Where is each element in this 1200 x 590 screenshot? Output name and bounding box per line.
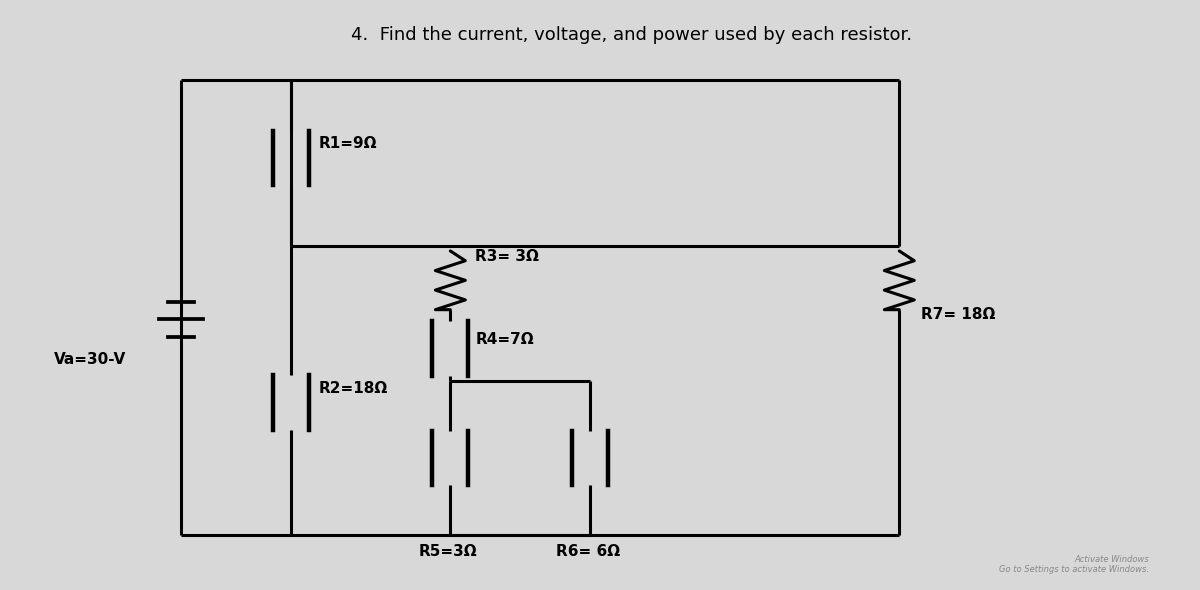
Text: R3= 3Ω: R3= 3Ω bbox=[475, 249, 539, 264]
Text: R4=7Ω: R4=7Ω bbox=[475, 332, 534, 347]
Text: 4.  Find the current, voltage, and power used by each resistor.: 4. Find the current, voltage, and power … bbox=[350, 26, 912, 44]
Text: R7= 18Ω: R7= 18Ω bbox=[922, 307, 996, 323]
Text: Va=30-V: Va=30-V bbox=[54, 352, 126, 366]
Text: R6= 6Ω: R6= 6Ω bbox=[556, 545, 620, 559]
Text: R1=9Ω: R1=9Ω bbox=[319, 136, 377, 151]
Text: R5=3Ω: R5=3Ω bbox=[419, 545, 478, 559]
Text: R2=18Ω: R2=18Ω bbox=[319, 381, 388, 396]
Text: Activate Windows
Go to Settings to activate Windows.: Activate Windows Go to Settings to activ… bbox=[998, 555, 1148, 574]
